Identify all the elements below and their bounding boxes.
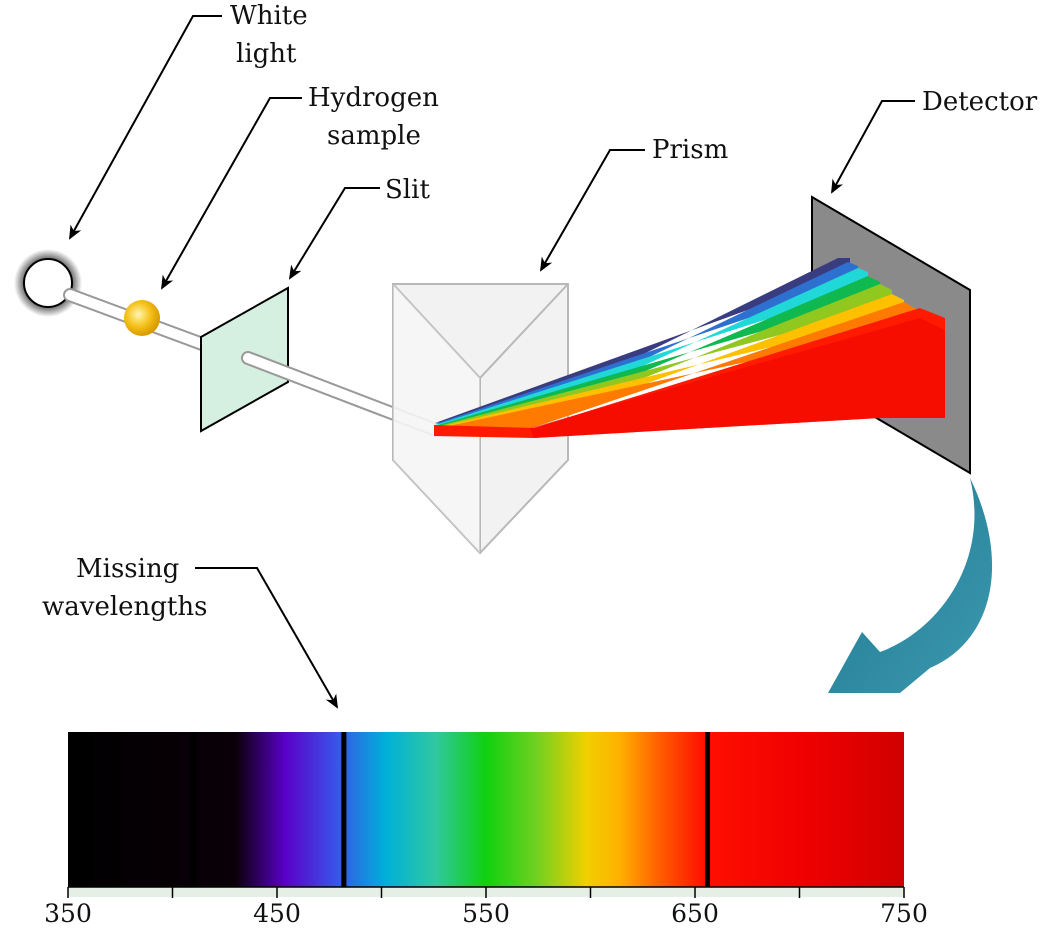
axis-tick-label: 550 xyxy=(462,899,510,928)
prism-label: Prism xyxy=(652,135,728,165)
axis-tick-label: 450 xyxy=(253,899,301,928)
label-arrows xyxy=(69,15,915,709)
white-light-label: White light xyxy=(230,1,308,69)
curved-arrow xyxy=(828,478,993,693)
absorption-line xyxy=(705,732,711,887)
hydrogen-sample-label: Hydrogen sample xyxy=(308,83,439,151)
axis-tick-label: 350 xyxy=(44,899,92,928)
missing-wavelengths-label: Missing wavelengths xyxy=(42,554,207,622)
hydrogen-sample xyxy=(124,300,160,336)
axis-tick-label: 650 xyxy=(671,899,719,928)
detector-label: Detector xyxy=(922,87,1038,117)
absorption-line xyxy=(341,732,347,887)
absorption-line xyxy=(190,732,196,887)
dispersed-rays xyxy=(434,258,945,438)
slit-label: Slit xyxy=(385,175,430,205)
axis-tick-label: 750 xyxy=(880,899,928,928)
spectrum-axis: 350 450 550 650 750 xyxy=(44,887,928,928)
white-light-source xyxy=(14,249,82,317)
absorption-lines xyxy=(190,732,711,887)
